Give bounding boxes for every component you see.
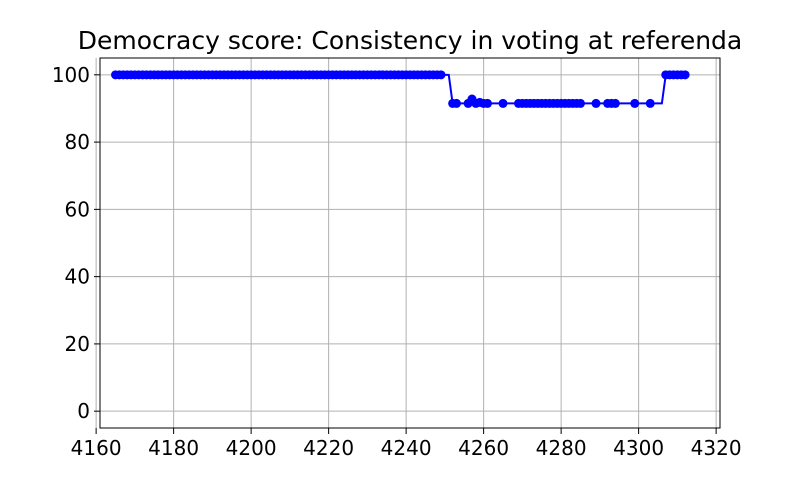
y-tick-label: 80: [65, 130, 90, 154]
y-tick-label: 20: [65, 332, 90, 356]
data-point: [630, 98, 640, 108]
x-tick-label: 4180: [148, 436, 199, 460]
data-point: [610, 98, 620, 108]
x-tick-label: 4200: [226, 436, 277, 460]
data-point: [498, 98, 508, 108]
x-tick-label: 4220: [303, 436, 354, 460]
x-tick-label: 4260: [458, 436, 509, 460]
data-point: [483, 98, 492, 108]
data-series: [111, 70, 690, 108]
y-tick-label: 0: [77, 399, 90, 423]
data-point: [591, 98, 601, 108]
y-tick-label: 40: [65, 265, 90, 289]
x-tick-label: 4300: [613, 436, 664, 460]
data-point: [645, 98, 655, 108]
data-point: [436, 70, 446, 80]
data-point: [680, 70, 690, 80]
plot-frame: [99, 57, 721, 429]
axis-ticks: 4160 4180 4200 4220 4240 4260 4280 4300 4320 0 20 4…: [52, 63, 742, 460]
y-tick-label: 60: [65, 197, 90, 221]
chart-title: Democracy score: Consistency in voting a…: [78, 26, 743, 55]
x-tick-label: 4240: [381, 436, 432, 460]
x-tick-label: 4280: [536, 436, 587, 460]
x-tick-label: 4320: [691, 436, 742, 460]
x-tick-label: 4160: [71, 436, 122, 460]
y-tick-label: 100: [52, 63, 90, 87]
grid-lines: [95, 58, 720, 428]
data-point: [576, 98, 585, 108]
data-point: [452, 98, 461, 108]
